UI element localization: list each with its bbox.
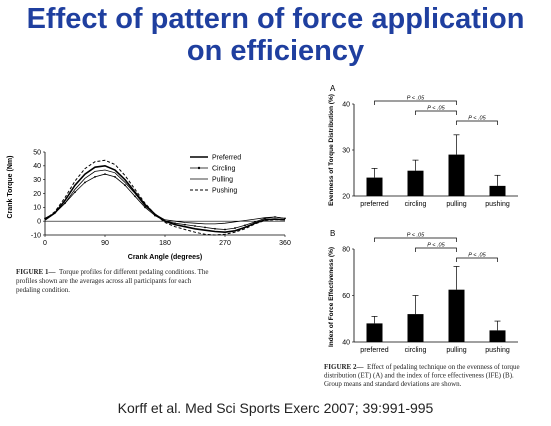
citation: Korff et al. Med Sci Sports Exerc 2007; … xyxy=(117,400,434,416)
torque-y-axis-label: Crank Torque (Nm) xyxy=(7,156,14,219)
evenness-plot-area: 20 30 40 preferred circling pulling pushing P <… xyxy=(342,96,518,208)
force-effectiveness-bar-chart: B Index of Force Effectiveness (%) 40 60 8… xyxy=(324,229,520,388)
torque-series-point xyxy=(94,176,96,178)
legend-label-circling: Circling xyxy=(212,166,235,173)
torque-y-tick-label: 10 xyxy=(33,205,41,212)
significance-bracket xyxy=(374,237,457,242)
torque-series-point xyxy=(74,191,76,194)
torque-y-tick-label: 0 xyxy=(37,219,41,226)
figure-2-caption-line: Effect of pedaling technique on the even… xyxy=(367,363,520,371)
torque-y-tick-label: -10 xyxy=(31,232,41,239)
torque-series-point xyxy=(184,223,186,226)
torque-x-tick-label: 90 xyxy=(101,240,109,247)
bar-category-label: pushing xyxy=(485,347,510,354)
torque-x-tick-label: 270 xyxy=(219,240,231,247)
figure-2-caption: FIGURE 2— Effect of pedaling technique on… xyxy=(324,363,520,388)
torque-x-axis-label: Crank Angle (degrees) xyxy=(128,254,202,261)
torque-series-point xyxy=(174,222,176,225)
evenness-y-axis-label: Evenness of Torque Distribution (%) xyxy=(328,94,335,206)
torque-series-point xyxy=(204,226,206,229)
significance-label: P < .05 xyxy=(407,96,425,102)
bar-pushing xyxy=(489,185,506,196)
torque-y-tick-label: 30 xyxy=(33,177,41,184)
bar-circling xyxy=(407,170,424,196)
figure-1-caption-line: pedaling condition. xyxy=(16,286,70,294)
bar-pulling xyxy=(448,289,465,342)
torque-y-tick-label: 50 xyxy=(33,149,41,156)
bar-category-label: pulling xyxy=(446,347,466,354)
torque-series-line-pushing xyxy=(44,159,285,236)
torque-y-tick-label: 40 xyxy=(33,163,41,170)
bar-y-tick-label: 20 xyxy=(342,193,350,200)
torque-series-point xyxy=(154,214,156,217)
torque-series-point xyxy=(134,195,136,198)
effectiveness-y-axis-label: Index of Force Effectiveness (%) xyxy=(328,247,335,347)
figure-1-caption-label: FIGURE 1— xyxy=(16,268,56,276)
figure-1-caption-line: Torque profiles for different pedaling c… xyxy=(59,268,209,276)
torque-series-point xyxy=(84,181,86,184)
bar-y-tick-label: 80 xyxy=(342,246,350,253)
bar-y-tick-label: 40 xyxy=(342,101,350,108)
figure-2-caption-line: Group means and standard deviations are … xyxy=(324,380,462,388)
torque-series-point xyxy=(104,173,106,176)
torque-series-point xyxy=(114,176,116,178)
evenness-bar-chart: A Evenness of Torque Distribution (%) 20… xyxy=(328,84,518,208)
effectiveness-plot-area: 40 60 80 preferred circling pulling pushing P <… xyxy=(342,233,518,354)
bar-preferred xyxy=(366,323,383,342)
significance-bracket xyxy=(415,110,457,115)
bar-category-label: circling xyxy=(405,201,427,208)
bar-y-tick-label: 40 xyxy=(342,339,350,346)
bar-pushing xyxy=(489,330,506,342)
torque-x-tick-label: 0 xyxy=(43,240,47,247)
torque-series-line-pulling xyxy=(44,169,286,225)
figure-2-caption-line: distribution (ET) (A) and the index of f… xyxy=(324,372,514,380)
significance-label: P < .05 xyxy=(427,243,445,249)
legend-label-preferred: Preferred xyxy=(212,155,241,162)
torque-series-point xyxy=(214,227,216,230)
bar-preferred xyxy=(366,177,383,196)
figure-2-caption-label: FIGURE 2— xyxy=(324,363,364,371)
torque-series-point xyxy=(194,225,196,227)
bar-y-tick-label: 60 xyxy=(342,293,350,300)
torque-series-point xyxy=(254,220,256,223)
significance-label: P < .05 xyxy=(468,253,486,259)
slide-title-line-2: on efficiency xyxy=(186,35,365,67)
bar-category-label: pushing xyxy=(485,201,510,208)
torque-x-tick-label: 180 xyxy=(159,240,171,247)
legend-label-pushing: Pushing xyxy=(212,188,237,195)
bar-pulling xyxy=(448,154,465,196)
figure-1-caption-line: profiles shown are the averages across a… xyxy=(16,277,192,285)
bar-category-label: circling xyxy=(405,347,427,354)
torque-y-tick-label: 20 xyxy=(33,191,41,198)
legend-label-pulling: Pulling xyxy=(212,177,233,184)
torque-x-tick-label: 360 xyxy=(279,240,291,247)
legend-marker xyxy=(197,166,201,170)
significance-label: P < .05 xyxy=(427,106,445,112)
bar-circling xyxy=(407,314,424,342)
significance-label: P < .05 xyxy=(407,233,425,239)
bar-y-tick-label: 30 xyxy=(342,147,350,154)
significance-label: P < .05 xyxy=(468,116,486,122)
panel-b-label: B xyxy=(330,229,335,238)
figure-1-caption: FIGURE 1— Torque profiles for different p… xyxy=(16,268,209,294)
slide-title-line-1: Effect of pattern of force application xyxy=(26,3,525,35)
significance-bracket xyxy=(456,120,498,125)
torque-series-point xyxy=(244,224,246,227)
torque-series-point xyxy=(234,227,236,229)
panel-a-label: A xyxy=(330,84,336,93)
significance-bracket xyxy=(415,247,457,252)
significance-bracket xyxy=(374,100,457,105)
torque-series-point xyxy=(124,184,126,187)
torque-series-point xyxy=(224,228,226,231)
torque-legend: Preferred Circling Pulling Pushing xyxy=(190,155,241,195)
significance-bracket xyxy=(456,257,498,262)
bar-category-label: preferred xyxy=(360,201,389,208)
bar-category-label: pulling xyxy=(446,201,466,208)
bar-category-label: preferred xyxy=(360,347,389,354)
torque-series-point xyxy=(164,220,166,223)
